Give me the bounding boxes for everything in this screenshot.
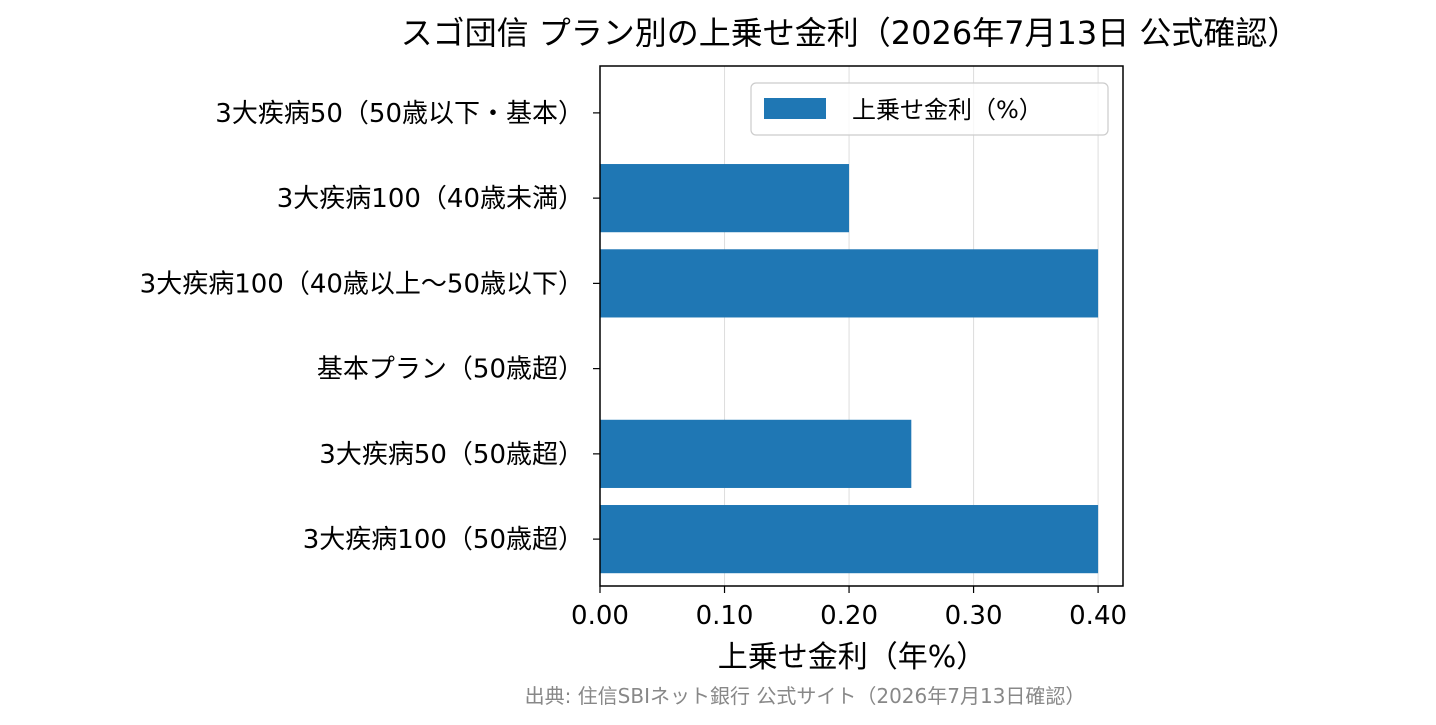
x-tick-label: 0.30: [945, 601, 1003, 631]
bar: [600, 164, 850, 233]
category-label: 3大疾病50（50歳超）: [319, 440, 584, 470]
source-note: 出典: 住信SBIネット銀行 公式サイト（2026年7月13日確認）: [525, 684, 1086, 708]
x-tick-label: 0.00: [571, 601, 629, 631]
legend: 上乗せ金利（%）: [750, 82, 1109, 136]
x-tick-label: 0.20: [820, 601, 878, 631]
x-tick-label: 0.10: [696, 601, 754, 631]
category-label: 3大疾病50（50歳以下・基本）: [215, 99, 584, 129]
category-label: 3大疾病100（50歳超）: [303, 525, 584, 555]
bar: [600, 419, 912, 488]
bar: [600, 505, 1099, 574]
category-label: 3大疾病100（40歳以上〜50歳以下）: [140, 269, 584, 299]
x-axis-label: 上乗せ金利（年%）: [718, 640, 987, 675]
chart-title: スゴ団信 プラン別の上乗せ金利（2026年7月13日 公式確認）: [401, 14, 1300, 52]
bars: [600, 164, 1099, 574]
x-tick-label: 0.40: [1069, 601, 1127, 631]
category-axis: 3大疾病50（50歳以下・基本） 3大疾病100（40歳未満） 3大疾病100（40…: [140, 99, 600, 555]
category-label: 3大疾病100（40歳未満）: [277, 184, 584, 214]
value-axis: 0.00 0.10 0.20 0.30 0.40: [571, 586, 1127, 631]
plot-area-frame: [599, 65, 1124, 587]
legend-box: [750, 82, 1109, 136]
bar: [600, 249, 1099, 318]
grid-lines: [724, 66, 1099, 586]
legend-swatch: [764, 98, 826, 119]
category-label: 基本プラン（50歳超）: [317, 355, 584, 385]
legend-label: 上乗せ金利（%）: [852, 96, 1043, 124]
